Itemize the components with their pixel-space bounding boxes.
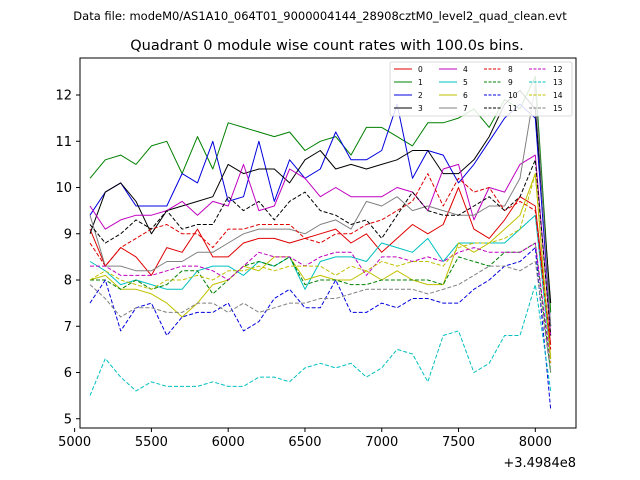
- y-tick-label-5: 10: [55, 181, 72, 196]
- legend-label-0: 0: [418, 65, 423, 74]
- data-file-label: Data file: modeM0/AS1A10_064T01_90000041…: [73, 9, 567, 23]
- legend-label-11: 11: [508, 104, 518, 113]
- legend-label-7: 7: [463, 104, 468, 113]
- x-tick-label-6: 8000: [519, 435, 552, 450]
- series-line-9: [90, 242, 552, 373]
- y-tick-label-3: 8: [64, 274, 72, 289]
- series-line-5: [89, 214, 552, 359]
- legend-label-10: 10: [508, 91, 518, 100]
- y-tick-label-4: 9: [64, 227, 72, 242]
- legend-label-12: 12: [553, 65, 563, 74]
- legend-label-6: 6: [463, 91, 468, 100]
- x-tick-label-5: 7500: [442, 435, 475, 450]
- y-tick-label-0: 5: [64, 412, 72, 427]
- legend-label-8: 8: [508, 65, 513, 74]
- series-line-11: [89, 159, 552, 336]
- y-tick-label-2: 7: [64, 320, 72, 335]
- x-offset-label: +3.4984e8: [503, 456, 576, 471]
- series-line-14: [89, 173, 552, 364]
- legend-label-5: 5: [463, 78, 468, 87]
- series-line-13: [89, 284, 552, 396]
- legend-label-14: 14: [553, 91, 563, 100]
- legend-label-3: 3: [418, 104, 423, 113]
- series-line-10: [89, 247, 552, 410]
- series-line-8: [89, 173, 552, 350]
- plot-area: [79, 57, 577, 429]
- legend-label-13: 13: [553, 78, 563, 87]
- series-line-7: [89, 85, 552, 327]
- legend-label-15: 15: [553, 104, 563, 113]
- legend-label-9: 9: [508, 78, 513, 87]
- series-line-2: [89, 103, 552, 327]
- x-tick-label-4: 7000: [365, 435, 398, 450]
- series-line-4: [89, 154, 552, 336]
- series-group: [89, 76, 552, 410]
- y-tick-label-1: 6: [64, 366, 72, 381]
- series-line-15: [89, 261, 552, 373]
- y-axis: 5 6 7 8 9 10 11 12: [55, 89, 80, 427]
- legend-box: [389, 61, 573, 117]
- x-tick-label-1: 5500: [135, 435, 168, 450]
- axes-frame: [79, 57, 577, 429]
- legend-label-1: 1: [418, 78, 423, 87]
- series-line-0: [89, 187, 552, 345]
- x-tick-label-2: 6000: [212, 435, 245, 450]
- y-tick-label-7: 12: [55, 89, 72, 104]
- y-tick-label-6: 11: [55, 135, 72, 150]
- legend-label-2: 2: [418, 91, 423, 100]
- legend-label-4: 4: [463, 65, 468, 74]
- x-tick-label-3: 6500: [288, 435, 321, 450]
- x-axis: 5000 5500 6000 6500 7000 7500 8000: [58, 428, 552, 450]
- chart-title: Quadrant 0 module wise count rates with …: [130, 38, 524, 54]
- x-tick-label-0: 5000: [58, 435, 91, 450]
- series-line-6: [89, 173, 552, 359]
- series-line-12: [90, 242, 552, 364]
